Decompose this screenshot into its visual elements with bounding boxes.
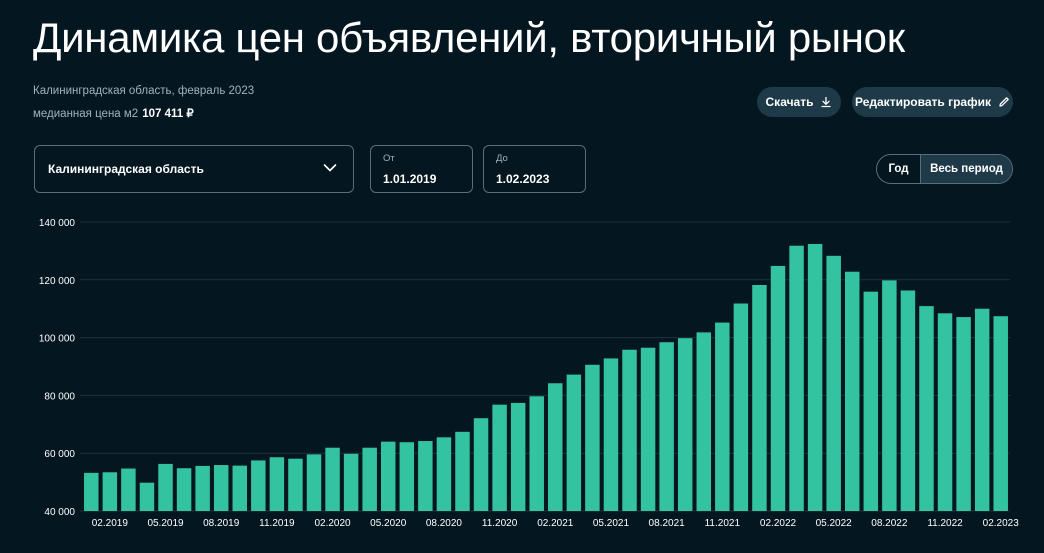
price-bar-chart: 40 000 60 000 80 000 100 000 120 000 140 000 0…: [39, 218, 1020, 529]
y-tick-label: 120 000: [39, 276, 76, 287]
bar-08.2022[interactable]: [882, 280, 897, 511]
region-select[interactable]: Калининградская область: [34, 145, 354, 193]
bar-01.2021[interactable]: [529, 396, 544, 511]
bar-07.2019[interactable]: [195, 465, 210, 511]
bar-10.2020[interactable]: [473, 418, 489, 511]
bar-03.2020[interactable]: [343, 453, 359, 511]
date-from-value: 1.01.2019: [383, 172, 437, 186]
bar-11.2020[interactable]: [492, 404, 507, 511]
bar-04.2019[interactable]: [139, 482, 155, 511]
x-tick-label: 02.2022: [760, 518, 797, 529]
median-price-value: 107 411 ₽: [142, 108, 194, 120]
x-tick-label: 05.2020: [370, 518, 407, 529]
bar-05.2020[interactable]: [381, 441, 396, 511]
x-tick-label: 11.2019: [259, 518, 295, 529]
date-from-field[interactable]: От 1.01.2019: [370, 145, 473, 193]
x-tick-label: 08.2019: [203, 518, 240, 529]
bar-10.2021[interactable]: [696, 332, 711, 511]
bar-10.2019[interactable]: [251, 460, 266, 511]
bar-08.2019[interactable]: [213, 465, 229, 511]
chevron-down-icon: [323, 164, 337, 172]
y-tick-label: 60 000: [44, 449, 75, 460]
bar-03.2019[interactable]: [121, 468, 136, 511]
edit-chart-button[interactable]: Редактировать график: [852, 87, 1013, 117]
date-from-label: От: [383, 153, 395, 164]
bar-02.2022[interactable]: [770, 265, 786, 511]
bar-12.2019[interactable]: [288, 458, 303, 511]
median-price-label: медианная цена м2: [33, 108, 139, 120]
bar-04.2020[interactable]: [362, 447, 377, 511]
bar-08.2021[interactable]: [659, 342, 674, 511]
bar-06.2020[interactable]: [399, 442, 415, 511]
bar-03.2022[interactable]: [789, 245, 804, 511]
bar-01.2020[interactable]: [306, 454, 322, 511]
y-tick-label: 100 000: [39, 334, 76, 345]
bar-04.2021[interactable]: [585, 364, 600, 511]
period-option-all[interactable]: Весь период: [920, 155, 1012, 183]
pencil-icon: [999, 97, 1009, 107]
bar-08.2020[interactable]: [436, 437, 452, 511]
x-tick-label: 02.2020: [314, 518, 351, 529]
bar-12.2022[interactable]: [956, 317, 971, 511]
bar-10.2022[interactable]: [919, 306, 934, 511]
page-title: Динамика цен объявлений, вторичный рынок: [33, 14, 905, 61]
period-option-year[interactable]: Год: [888, 163, 909, 175]
edit-chart-button-label: Редактировать график: [855, 95, 991, 109]
x-tick-label: 11.2020: [482, 518, 518, 529]
bar-05.2022[interactable]: [826, 255, 841, 511]
bar-05.2019[interactable]: [158, 463, 173, 511]
bar-09.2021[interactable]: [677, 338, 693, 511]
bar-06.2022[interactable]: [845, 271, 860, 511]
bar-02.2023[interactable]: [993, 316, 1008, 511]
bar-05.2021[interactable]: [603, 358, 619, 511]
bar-02.2019[interactable]: [102, 472, 118, 511]
bar-01.2023[interactable]: [974, 308, 990, 511]
x-tick-label: 02.2021: [537, 518, 574, 529]
bar-11.2021[interactable]: [715, 322, 730, 511]
period-toggle[interactable]: Год Весь период: [876, 154, 1013, 184]
bar-04.2022[interactable]: [807, 243, 823, 512]
bar-06.2021[interactable]: [622, 349, 637, 511]
date-to-field[interactable]: До 1.02.2023: [483, 145, 586, 193]
x-tick-label: 05.2022: [816, 518, 853, 529]
bar-11.2019[interactable]: [269, 457, 285, 511]
x-tick-label: 05.2019: [147, 518, 184, 529]
x-tick-label: 02.2023: [983, 518, 1020, 529]
x-tick-label: 05.2021: [593, 518, 630, 529]
bar-11.2022[interactable]: [937, 313, 953, 511]
bar-07.2022[interactable]: [863, 291, 879, 511]
bar-09.2022[interactable]: [900, 290, 916, 511]
bar-09.2020[interactable]: [455, 431, 470, 511]
bar-09.2019[interactable]: [232, 465, 247, 511]
y-tick-label: 140 000: [39, 218, 76, 229]
bar-01.2022[interactable]: [752, 285, 767, 511]
x-tick-label: 08.2022: [871, 518, 908, 529]
bar-07.2021[interactable]: [640, 347, 656, 511]
bar-12.2021[interactable]: [733, 303, 749, 511]
bar-07.2020[interactable]: [418, 441, 433, 511]
download-icon: [821, 96, 832, 108]
x-tick-label: 11.2021: [705, 518, 741, 529]
bar-02.2021[interactable]: [548, 383, 563, 511]
region-date-caption: Калининградская область, февраль 2023: [33, 85, 255, 97]
x-tick-label: 11.2022: [927, 518, 963, 529]
date-to-value: 1.02.2023: [496, 172, 550, 186]
bar-06.2019[interactable]: [176, 468, 192, 511]
median-price-caption: медианная цена м2 107 411 ₽: [33, 106, 194, 120]
x-tick-label: 08.2020: [426, 518, 463, 529]
y-tick-label: 80 000: [44, 391, 75, 402]
region-select-value: Калининградская область: [48, 162, 204, 176]
date-to-label: До: [496, 153, 508, 164]
download-button-label: Скачать: [765, 95, 814, 109]
bar-03.2021[interactable]: [566, 374, 582, 511]
bar-12.2020[interactable]: [510, 402, 526, 511]
x-tick-label: 02.2019: [92, 518, 129, 529]
x-tick-label: 08.2021: [649, 518, 686, 529]
y-tick-label: 40 000: [44, 507, 75, 518]
bar-02.2020[interactable]: [325, 447, 340, 511]
bar-01.2019[interactable]: [84, 472, 99, 511]
download-button[interactable]: Скачать: [757, 87, 841, 117]
